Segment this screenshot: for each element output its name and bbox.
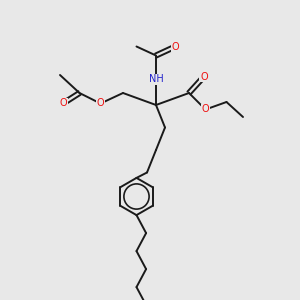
Text: O: O — [202, 104, 209, 115]
Text: O: O — [172, 41, 179, 52]
Text: NH: NH — [148, 74, 164, 85]
Text: O: O — [97, 98, 104, 109]
Text: O: O — [200, 71, 208, 82]
Text: O: O — [59, 98, 67, 109]
